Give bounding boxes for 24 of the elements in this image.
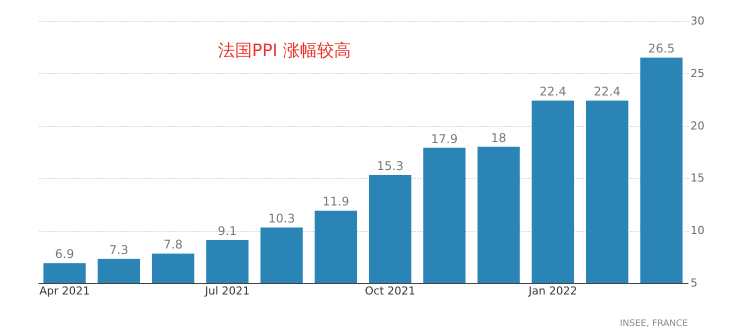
data-label: 6.9	[55, 247, 74, 262]
text: 法国PPI 涨幅较高	[218, 41, 351, 61]
x-tick-label: Apr 2021	[39, 284, 90, 298]
y-tick-label: 10	[690, 224, 704, 238]
y-tick-label: 15	[690, 172, 704, 185]
data-label: 7.8	[164, 238, 183, 252]
y-tick-label: 25	[690, 66, 704, 80]
data-label: 11.9	[322, 194, 350, 209]
data-label: 18	[491, 130, 506, 145]
data-label: 10.3	[268, 211, 295, 226]
data-label: 17.9	[431, 132, 458, 146]
data-label: 15.3	[376, 159, 404, 174]
text: INSEE, FRANCE	[620, 319, 688, 329]
data-label: 26.5	[648, 42, 675, 56]
data-label: 22.4	[540, 84, 566, 99]
y-tick-label: 20	[690, 119, 704, 132]
x-tick-label: Jul 2021	[204, 284, 250, 298]
x-tick-label: Oct 2021	[364, 284, 416, 298]
data-label: 22.4	[594, 84, 621, 99]
y-tick-label: 5	[690, 276, 698, 290]
y-tick-label: 30	[690, 14, 704, 28]
data-label: 7.3	[109, 242, 128, 257]
data-label: 9.1	[218, 224, 237, 238]
x-tick-label: Jan 2022	[528, 284, 578, 298]
